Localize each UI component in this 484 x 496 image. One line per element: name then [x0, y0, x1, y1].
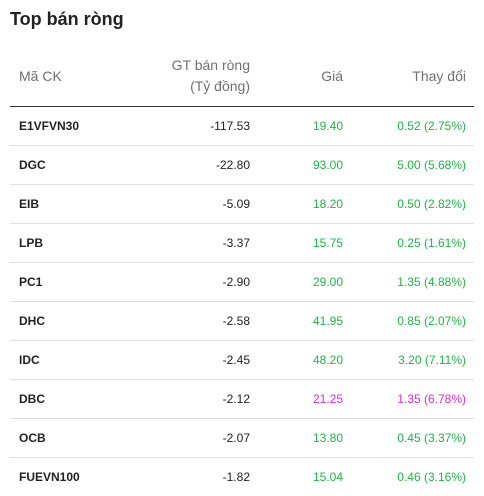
price-cell: 15.75 — [258, 223, 351, 263]
column-header-net-value-line1: GT bán ròng — [171, 57, 250, 73]
change-cell: 0.52 (2.75%) — [351, 106, 474, 146]
table-row[interactable]: DGC -22.80 93.00 5.00 (5.68%) — [10, 145, 474, 185]
change-cell: 0.50 (2.82%) — [351, 184, 474, 224]
change-cell: 0.85 (2.07%) — [351, 301, 474, 341]
column-header-price[interactable]: Giá — [258, 46, 351, 107]
table-row[interactable]: PC1 -2.90 29.00 1.35 (4.88%) — [10, 262, 474, 302]
price-cell: 29.00 — [258, 262, 351, 302]
symbol-cell[interactable]: DHC — [10, 301, 138, 341]
symbol-cell[interactable]: DGC — [10, 145, 138, 185]
symbol-cell[interactable]: OCB — [10, 418, 138, 458]
net-selling-table: Mã CK GT bán ròng (Tỷ đồng) Giá Thay đổi… — [10, 46, 474, 496]
net-value-cell: -5.09 — [138, 184, 258, 224]
price-cell: 93.00 — [258, 145, 351, 185]
column-header-net-value[interactable]: GT bán ròng (Tỷ đồng) — [138, 46, 258, 107]
widget-title: Top bán ròng — [10, 9, 124, 29]
net-value-cell: -2.90 — [138, 262, 258, 302]
price-cell: 15.04 — [312, 470, 343, 484]
price-cell: 21.25 — [258, 379, 351, 419]
change-cell: 1.35 (4.88%) — [351, 262, 474, 302]
table-row[interactable]: DHC -2.58 41.95 0.85 (2.07%) — [10, 301, 474, 341]
table-row[interactable]: DBC -2.12 21.25 1.35 (6.78%) — [10, 379, 474, 419]
table-row[interactable]: LPB -3.37 15.75 0.25 (1.61%) — [10, 223, 474, 263]
change-cell: 1.35 (6.78%) — [351, 379, 474, 419]
column-header-net-value-line2: (Tỷ đồng) — [190, 78, 250, 94]
table-header-row: Mã CK GT bán ròng (Tỷ đồng) Giá Thay đổi — [10, 46, 474, 107]
net-value-cell: -2.58 — [138, 301, 258, 341]
table-row[interactable]: E1VFVN30 -117.53 19.40 0.52 (2.75%) — [10, 106, 474, 146]
symbol-cell[interactable]: E1VFVN30 — [10, 106, 138, 146]
change-cell: 0.25 (1.61%) — [351, 223, 474, 263]
net-value-cell: -117.53 — [138, 106, 258, 146]
symbol-cell[interactable]: IDC — [10, 340, 138, 380]
change-cell: 5.00 (5.68%) — [351, 145, 474, 185]
symbol-cell[interactable]: PC1 — [10, 262, 138, 302]
table-row[interactable]: OCB -2.07 13.80 0.45 (3.37%) — [10, 418, 474, 458]
symbol-cell[interactable]: LPB — [10, 223, 138, 263]
net-value-cell: -2.12 — [138, 379, 258, 419]
symbol-cell[interactable]: DBC — [10, 379, 138, 419]
change-cell: 3.20 (7.11%) — [351, 340, 474, 380]
symbol-cell[interactable]: FUEVN100 — [19, 470, 80, 484]
table-row[interactable]: IDC -2.45 48.20 3.20 (7.11%) — [10, 340, 474, 380]
net-value-cell: -3.37 — [138, 223, 258, 263]
table-row[interactable]: EIB -5.09 18.20 0.50 (2.82%) — [10, 184, 474, 224]
price-cell: 13.80 — [258, 418, 351, 458]
column-header-symbol[interactable]: Mã CK — [10, 46, 138, 107]
column-header-change[interactable]: Thay đổi — [351, 46, 474, 107]
price-cell: 18.20 — [258, 184, 351, 224]
net-value-cell: -1.82 — [222, 470, 250, 484]
change-cell: 0.45 (3.37%) — [351, 418, 474, 458]
net-value-cell: -2.07 — [138, 418, 258, 458]
price-cell: 19.40 — [258, 106, 351, 146]
price-cell: 48.20 — [258, 340, 351, 380]
net-value-cell: -22.80 — [138, 145, 258, 185]
change-cell: 0.46 (3.16%) — [397, 470, 466, 484]
net-value-cell: -2.45 — [138, 340, 258, 380]
table-row[interactable]: FUEVN100 -1.82 15.04 0.46 (3.16%) — [10, 458, 474, 496]
symbol-cell[interactable]: EIB — [10, 184, 138, 224]
price-cell: 41.95 — [258, 301, 351, 341]
